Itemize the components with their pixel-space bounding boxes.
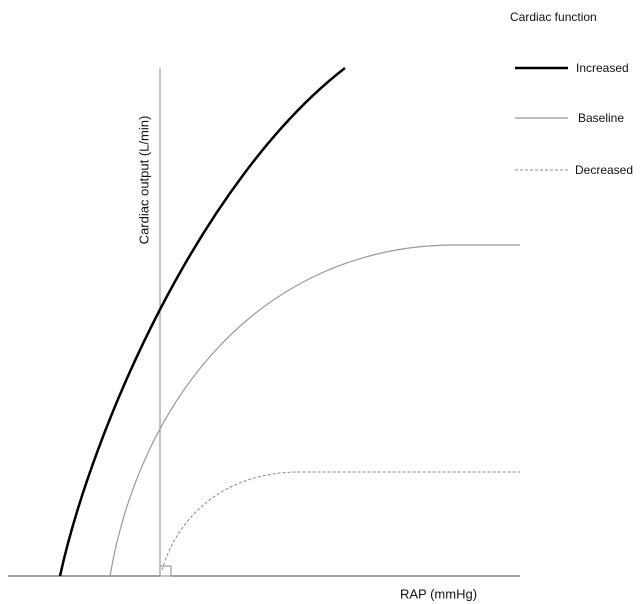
x-axis-label: RAP (mmHg) — [400, 586, 477, 601]
legend-label: Increased — [576, 61, 629, 75]
baseline-curve — [109, 244, 520, 577]
y-axis-label: Cardiac output (L/min) — [136, 116, 151, 245]
legend-label: Baseline — [578, 111, 624, 125]
decreased-curve — [161, 471, 520, 571]
increased-curve — [58, 67, 346, 577]
right-angle-mark — [159, 565, 172, 577]
legend-title: Cardiac function — [510, 10, 597, 24]
legend-label: Decreased — [575, 163, 633, 177]
